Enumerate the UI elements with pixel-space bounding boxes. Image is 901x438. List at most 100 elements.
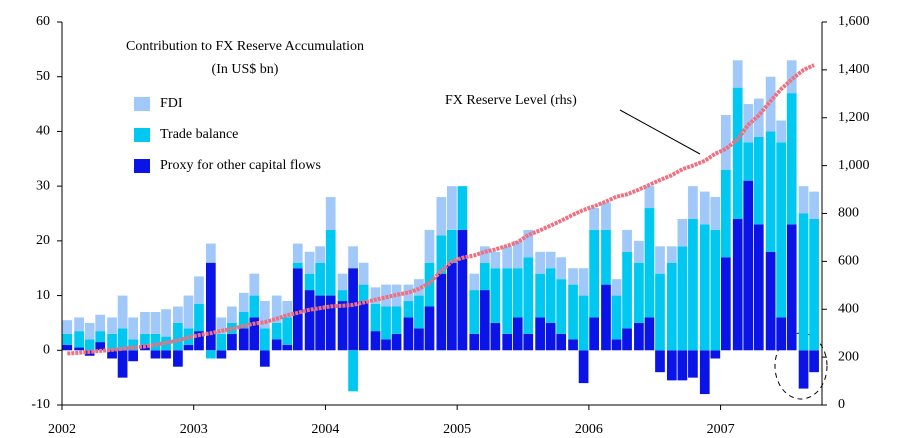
bar [710, 350, 721, 359]
bar [765, 131, 776, 252]
bar [95, 331, 106, 343]
y2-tick-label: 1,600 [838, 14, 870, 29]
bar [677, 350, 688, 381]
bar [589, 229, 599, 318]
bar [732, 218, 743, 351]
bar [732, 87, 743, 219]
x-tick-label: 2006 [575, 422, 603, 437]
bar [666, 246, 677, 263]
legend-label: Trade balance [160, 127, 238, 142]
bar [95, 342, 106, 351]
bar [457, 229, 468, 351]
bar [677, 218, 688, 247]
bar [634, 322, 644, 351]
bar [710, 229, 721, 351]
bar [622, 229, 632, 252]
bar [469, 273, 480, 291]
bar [753, 136, 764, 225]
y2-tick-label: 800 [838, 206, 859, 221]
bar [315, 262, 326, 296]
bar [161, 350, 171, 359]
bar [578, 295, 589, 351]
bar [545, 251, 556, 269]
bar [325, 197, 336, 230]
bar [173, 306, 183, 323]
bar [117, 350, 128, 378]
bar [545, 322, 556, 351]
bar [809, 191, 819, 219]
bar [337, 301, 348, 351]
bar [173, 350, 183, 367]
bar [150, 350, 161, 359]
bar [62, 333, 73, 345]
bar [292, 268, 303, 351]
bar [381, 306, 391, 340]
bar [183, 295, 194, 329]
bar [634, 240, 644, 263]
bar [786, 93, 797, 225]
bar [325, 295, 336, 351]
x-tick-label: 2002 [48, 422, 76, 437]
bar [556, 279, 567, 334]
bar [568, 339, 578, 351]
bar [205, 350, 216, 359]
bar [479, 290, 490, 351]
bar [688, 186, 698, 219]
bar [128, 350, 138, 362]
bar [776, 317, 787, 351]
bar [282, 301, 293, 318]
bar [227, 306, 237, 323]
bar [414, 295, 424, 329]
bar [720, 115, 731, 170]
bar [710, 197, 721, 230]
y2-tick-label: 200 [838, 349, 859, 364]
bar [238, 311, 249, 329]
bar [535, 317, 545, 351]
legend-swatch [134, 128, 150, 142]
bar [403, 317, 414, 351]
bar [325, 229, 336, 296]
x-tick-label: 2004 [311, 422, 339, 437]
bar [568, 284, 578, 340]
bar [644, 208, 655, 318]
bar [447, 186, 457, 230]
bar [644, 186, 655, 209]
bar [337, 273, 348, 291]
bar [523, 229, 534, 258]
y-tick-label: 20 [36, 233, 50, 248]
bar [622, 251, 632, 329]
bar [259, 328, 270, 351]
bar [556, 257, 567, 280]
y2-tick-label: 600 [838, 254, 859, 269]
bar [161, 309, 171, 337]
bar [403, 284, 414, 302]
bar [720, 257, 731, 351]
bar [194, 276, 204, 304]
bar [205, 262, 216, 351]
bar [424, 229, 435, 263]
bar [150, 311, 161, 334]
line-annotation: FX Reserve Level (rhs) [445, 93, 577, 108]
bar [403, 301, 414, 318]
bar [358, 284, 369, 302]
bar [292, 262, 303, 269]
bar [732, 60, 743, 88]
annotation-arrow [619, 109, 701, 155]
bar [688, 350, 698, 378]
bar [205, 243, 216, 263]
bar [74, 347, 84, 351]
bar [271, 322, 282, 340]
bar [490, 322, 501, 351]
bar [622, 328, 632, 351]
y-tick-label: 60 [36, 14, 50, 29]
bar [644, 317, 655, 351]
bar [227, 333, 237, 351]
bar [447, 262, 457, 351]
bar [479, 246, 490, 263]
bar [150, 333, 161, 351]
bar [578, 350, 589, 384]
bar [424, 306, 435, 351]
bar [282, 344, 293, 351]
bar [568, 268, 578, 285]
bar [601, 202, 611, 230]
